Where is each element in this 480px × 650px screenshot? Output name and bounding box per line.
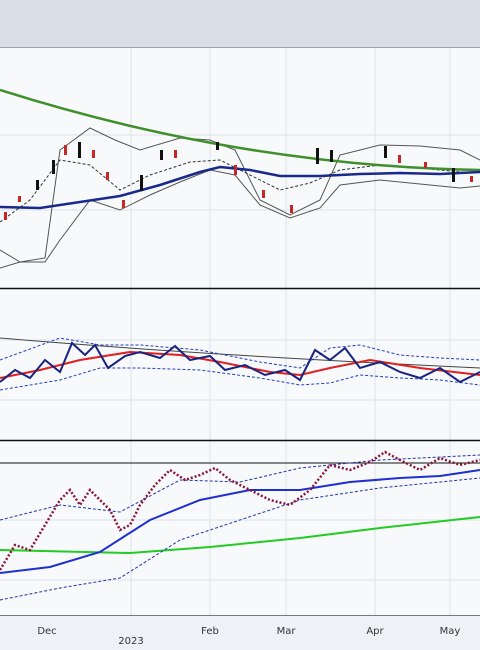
x-tick-label: Apr [366, 626, 384, 637]
candle [452, 168, 455, 182]
oscillator-lower-band [0, 367, 480, 391]
x-tick-label: Feb [201, 626, 219, 637]
price-line [0, 450, 480, 571]
candle [52, 160, 55, 174]
x-year-label: 2023 [118, 636, 143, 647]
upper-envelope [0, 454, 480, 521]
x-tick-label: May [440, 626, 461, 637]
candle [424, 162, 427, 168]
candle [316, 148, 319, 164]
oscillator-upper-band [0, 337, 480, 369]
long-trend-line [0, 516, 480, 555]
x-tick-label: Mar [277, 626, 297, 637]
candle [470, 176, 473, 182]
trend-line [0, 469, 480, 574]
candle [384, 146, 387, 158]
candle [106, 172, 109, 180]
candles-up [36, 142, 455, 191]
candle [234, 165, 237, 175]
candle [290, 205, 293, 213]
toolbar [0, 0, 480, 47]
candle [140, 175, 143, 191]
bollinger-lower [0, 169, 480, 269]
candles-down [4, 145, 473, 220]
candle [78, 142, 81, 158]
candle [262, 190, 265, 198]
candle [64, 145, 67, 155]
candle [330, 150, 333, 162]
bollinger-mid [0, 159, 480, 223]
lower-envelope [0, 477, 480, 601]
candle [92, 150, 95, 158]
candle [398, 155, 401, 163]
oscillator-signal [0, 350, 480, 379]
candle [4, 212, 7, 220]
oscillator-line [0, 341, 480, 384]
candle [36, 180, 39, 190]
candle [174, 150, 177, 158]
candle [122, 200, 125, 208]
x-tick-label: Dec [37, 626, 56, 637]
candle [18, 196, 21, 202]
long-moving-average [0, 88, 480, 172]
candle [216, 142, 219, 150]
candle [160, 150, 163, 160]
plot-background [0, 48, 480, 615]
